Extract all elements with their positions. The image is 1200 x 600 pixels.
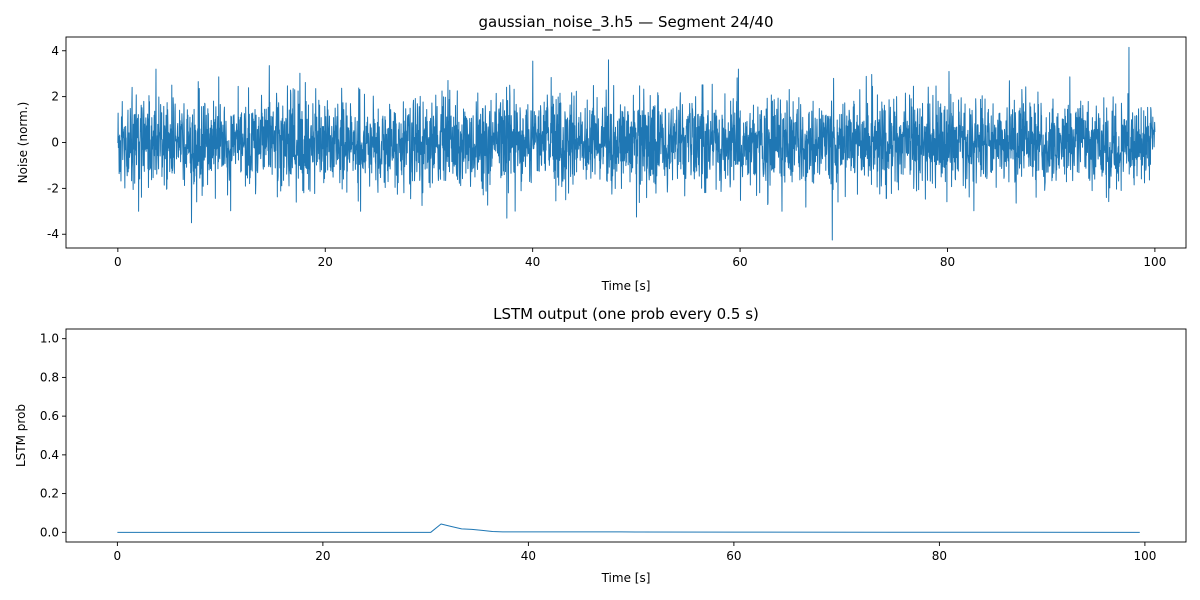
lstm-y-tick-label: 1.0 (40, 332, 59, 346)
noise-y-tick-label: 2 (51, 90, 59, 104)
noise-y-tick-label: -2 (47, 181, 59, 195)
lstm-series-line (117, 523, 1140, 533)
lstm-x-tick-label: 40 (521, 549, 536, 563)
lstm-y-tick-label: 0.8 (40, 370, 59, 384)
lstm-x-tick-label: 100 (1133, 549, 1156, 563)
lstm-axes-frame (65, 328, 1187, 543)
lstm-x-tick-label: 20 (315, 549, 330, 563)
lstm-y-axis-label: LSTM prob (14, 404, 28, 467)
lstm-y-tick-label: 0.2 (40, 487, 59, 501)
noise-x-axis-label: Time [s] (601, 279, 651, 293)
noise-chart-title: gaussian_noise_3.h5 — Segment 24/40 (478, 13, 773, 32)
noise-x-tick-label: 80 (940, 255, 955, 269)
lstm-y-tick-label: 0.4 (40, 448, 59, 462)
noise-chart: gaussian_noise_3.h5 — Segment 24/40 Time… (16, 13, 1187, 293)
lstm-chart-title: LSTM output (one prob every 0.5 s) (493, 305, 759, 323)
noise-x-tick-label: 100 (1143, 255, 1166, 269)
lstm-x-tick-label: 60 (726, 549, 741, 563)
noise-plot-area (117, 46, 1156, 241)
noise-y-tick-label: 4 (51, 44, 59, 58)
lstm-chart: LSTM output (one prob every 0.5 s) Time … (14, 305, 1187, 585)
noise-series-line (117, 46, 1156, 241)
lstm-plot-area (117, 523, 1140, 533)
noise-y-tick-label: 0 (51, 136, 59, 150)
noise-y-tick-label: -4 (47, 227, 59, 241)
lstm-y-tick-label: 0.0 (40, 525, 59, 539)
noise-x-tick-label: 20 (318, 255, 333, 269)
lstm-x-axis-label: Time [s] (601, 571, 651, 585)
lstm-y-tick-label: 0.6 (40, 409, 59, 423)
lstm-x-tick-label: 80 (932, 549, 947, 563)
noise-x-tick-label: 60 (732, 255, 747, 269)
noise-x-tick-label: 0 (114, 255, 122, 269)
noise-y-axis-label: Noise (norm.) (16, 102, 30, 184)
lstm-x-tick-label: 0 (114, 549, 122, 563)
noise-x-tick-label: 40 (525, 255, 540, 269)
